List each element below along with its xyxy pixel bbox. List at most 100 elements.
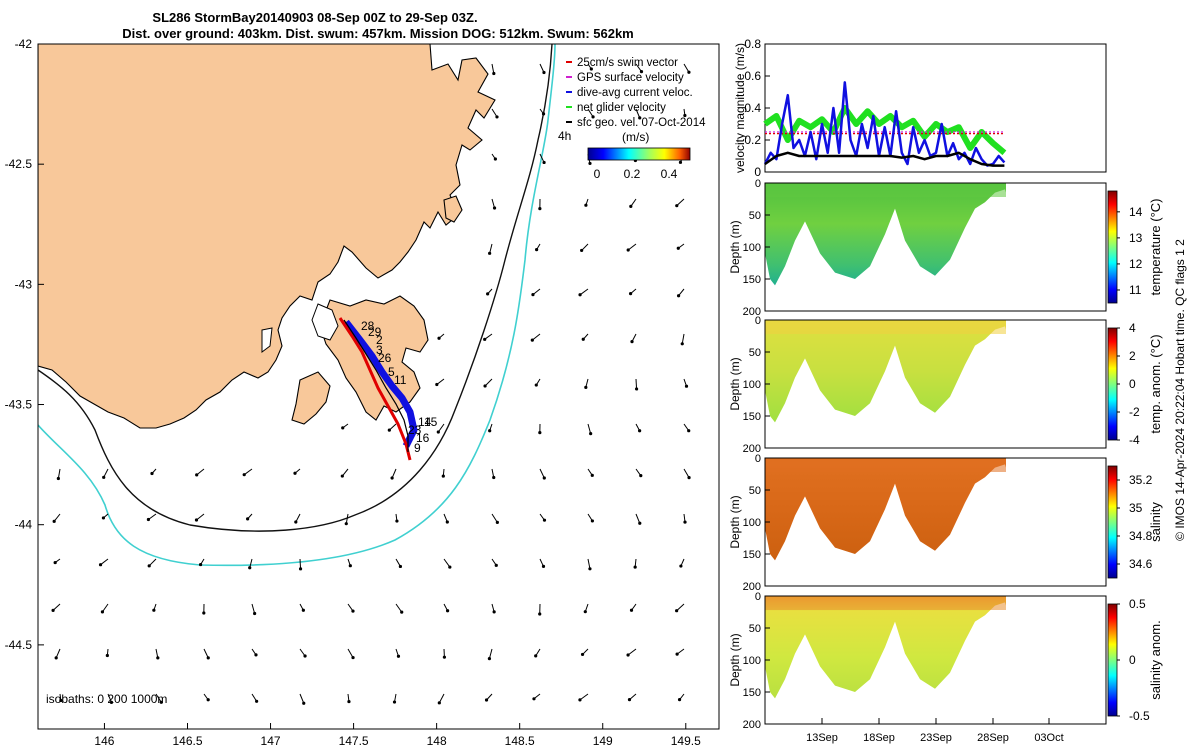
vector-arrow <box>579 288 589 296</box>
vector-arrow-head <box>147 564 151 568</box>
vector-arrow-head <box>484 698 489 702</box>
track-label: 14 <box>418 415 432 429</box>
vector-arrow-head <box>150 471 154 476</box>
vector-arrow-head <box>146 517 151 522</box>
map-ytick-label: -42.5 <box>5 157 33 171</box>
map-legend: 25cm/s swim vector GPS surface velocity … <box>558 57 706 181</box>
section-ytick-label: 0 <box>755 315 761 327</box>
vector-arrow-head <box>591 115 595 119</box>
legend-gps: GPS surface velocity <box>577 72 684 84</box>
vector-arrow <box>443 558 451 568</box>
section-data <box>765 320 1006 423</box>
vector-arrow <box>489 243 493 254</box>
vector-arrow-head <box>492 475 496 480</box>
vector-arrow <box>347 648 354 658</box>
map-xtick-label: 149.5 <box>671 734 701 748</box>
section-salinity: 0 50 100 150 200 Depth (m) 35.2 35 34.8 34.6 salin… <box>728 453 1163 593</box>
vector-arrow-head <box>626 248 630 252</box>
vector-arrow-head <box>488 429 492 433</box>
vector-arrow-head <box>293 471 297 475</box>
legend-swim: 25cm/s swim vector <box>577 57 678 69</box>
vector-arrow-head <box>351 609 355 613</box>
section-temperature-anomaly: 0 50 100 150 200 Depth (m) 4 2 0 -2 -4 temp. anom. … <box>728 315 1163 455</box>
vector-arrow-head <box>437 701 441 705</box>
vector-arrow-head <box>442 655 447 659</box>
velocity-ytick-label: 0 <box>754 165 761 179</box>
vector-arrow-head <box>351 655 355 660</box>
vector-arrow-head <box>202 611 206 615</box>
map-xtick-label: 147.5 <box>339 734 369 748</box>
track-label: 16 <box>416 431 430 445</box>
map-xtick-label: 146.5 <box>172 734 202 748</box>
vector-arrow <box>299 693 305 704</box>
vector-arrow-head <box>54 656 58 660</box>
legend-time: 4h <box>558 129 571 143</box>
vector-arrow-head <box>298 567 303 571</box>
vector-arrow <box>587 423 592 434</box>
velocity-ytick-label: 0.8 <box>744 37 761 51</box>
vector-arrow <box>196 513 205 521</box>
vector-arrow-head <box>495 115 499 119</box>
vector-arrow-head <box>578 293 582 297</box>
vector-arrow-head <box>628 292 633 296</box>
section-ytick-label: 0 <box>755 178 761 190</box>
vector-arrow <box>683 468 690 478</box>
vector-arrow-head <box>301 608 305 612</box>
colorbar-label: temp. anom. (°C) <box>1148 334 1163 433</box>
vector-arrow-head <box>584 203 588 207</box>
section-ytick-label: 100 <box>743 379 761 391</box>
vector-arrow <box>488 648 493 659</box>
vector-arrow-head <box>254 653 258 657</box>
date-tick-label: 18Sep <box>863 732 895 744</box>
vector-arrow-head <box>676 294 681 298</box>
vector-arrow-head <box>98 563 103 567</box>
section-colorbar <box>1107 327 1118 441</box>
colorbar-tick-label: 0 <box>1129 377 1136 391</box>
vector-arrow-head <box>344 522 348 526</box>
map-ytick-label: -44.5 <box>5 638 33 652</box>
vector-arrow-head <box>639 474 643 478</box>
vector-arrow-head <box>248 566 252 570</box>
vector-arrow-head <box>483 384 487 388</box>
colorbar-tick-label: 11 <box>1129 283 1142 297</box>
vector-arrow-head <box>56 476 60 481</box>
vector-arrow-head <box>156 656 160 660</box>
velocity-panel: 0 0.2 0.4 0.6 0.8 velocity magnitude (m/s) <box>733 37 1107 179</box>
vector-arrow <box>55 648 61 659</box>
vector-arrow-head <box>542 160 546 165</box>
section-data <box>765 596 1006 699</box>
vector-arrow-head <box>195 473 199 477</box>
vector-arrow-head <box>630 340 634 344</box>
vector-arrow-head <box>445 609 450 613</box>
vector-arrow-head <box>530 338 534 342</box>
colorbar-tick-label: 13 <box>1129 231 1143 245</box>
velocity-ytick-label: 0.4 <box>744 101 761 115</box>
colorbar-label: temperature (°C) <box>1148 199 1163 296</box>
vector-arrow-head <box>255 699 259 703</box>
colorbar-tick-1: 0.2 <box>624 167 641 181</box>
vector-arrow-head <box>590 473 594 477</box>
vector-arrow-head <box>398 564 402 569</box>
section-ytick-label: 200 <box>743 306 761 318</box>
vector-arrow-head <box>588 161 592 166</box>
colorbar-tick-label: -0.5 <box>1129 709 1150 723</box>
vector-arrow <box>102 603 109 613</box>
vector-arrow <box>676 198 685 207</box>
vector-arrow-head <box>400 610 404 614</box>
vector-arrow <box>57 468 61 479</box>
section-colorbar <box>1107 603 1118 717</box>
vector-arrow-head <box>492 610 496 614</box>
vector-arrow-head <box>581 337 585 341</box>
vector-arrow-head <box>535 247 539 252</box>
vector-arrow-head <box>542 70 546 75</box>
vector-arrow-head <box>348 564 352 568</box>
section-ytick-label: 50 <box>749 347 761 359</box>
vector-arrow-head <box>580 652 585 657</box>
vector-arrow-head <box>486 292 490 296</box>
vector-arrow-head <box>206 698 210 702</box>
vector-arrow-head <box>198 562 203 567</box>
geostrophic-velocity-vectors <box>51 63 691 705</box>
colorbar-title: (m/s) <box>622 130 649 144</box>
land-inlet <box>311 303 339 341</box>
